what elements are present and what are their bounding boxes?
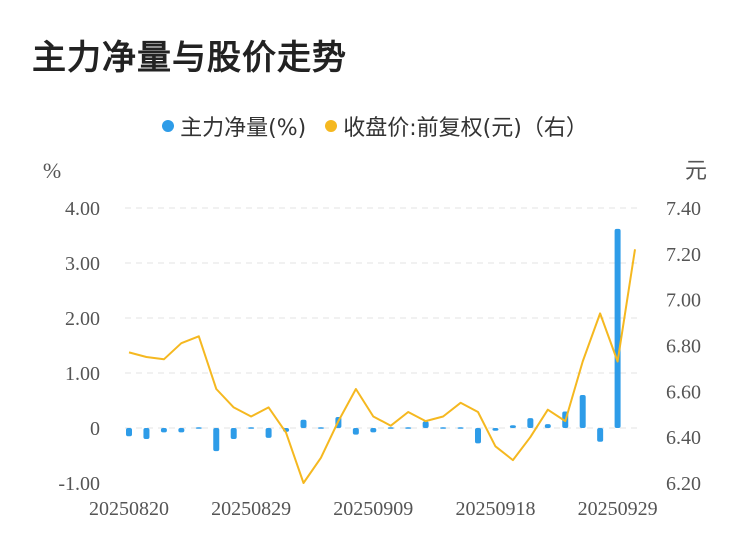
net-volume-bar (492, 428, 499, 431)
net-volume-bar (544, 424, 551, 428)
legend-dot-net-volume (162, 120, 175, 132)
left-tick-label: 4.00 (65, 198, 100, 220)
right-axis-unit: 元 (685, 158, 707, 183)
x-tick-label: 20250929 (578, 498, 658, 520)
close-price-line-group (128, 249, 636, 484)
right-tick-label: 6.20 (666, 473, 701, 495)
net-volume-bar (230, 428, 237, 439)
left-tick-label: 2.00 (65, 308, 100, 330)
net-volume-bar (387, 427, 394, 429)
net-volume-bar (248, 427, 255, 429)
net-volume-bar (300, 419, 307, 428)
net-volume-bar (352, 428, 359, 435)
net-volume-bar (126, 428, 132, 437)
net-volume-bar (422, 421, 429, 428)
net-volume-bar (160, 428, 167, 433)
legend-label-close-price: 收盘价:前复权(元)（右） (343, 116, 588, 141)
chart-title: 主力净量与股价走势 (32, 38, 347, 78)
net-volume-bars (126, 228, 621, 452)
net-volume-bar (597, 428, 604, 442)
right-tick-label: 7.00 (666, 290, 701, 312)
x-tick-label: 20250909 (333, 498, 413, 520)
net-volume-bar (614, 228, 621, 428)
legend-item-net-volume[interactable]: 主力净量(%) (162, 110, 306, 142)
net-volume-bar (509, 425, 516, 428)
net-volume-bar (527, 418, 534, 428)
left-axis: 4.00 3.00 2.00 1.00 0 -1.00 (58, 198, 100, 495)
left-tick-label: 3.00 (65, 253, 100, 275)
left-tick-label: 0 (90, 418, 100, 440)
left-axis-unit: % (43, 158, 61, 183)
close-price-line (128, 249, 636, 484)
net-volume-bar (457, 427, 464, 429)
left-tick-label: -1.00 (58, 473, 100, 495)
right-tick-label: 7.40 (666, 198, 701, 220)
x-tick-label: 20250918 (455, 498, 535, 520)
chart-legend: 主力净量(%) 收盘价:前复权(元)（右） (0, 110, 750, 142)
net-volume-bar (370, 428, 377, 433)
legend-item-close-price[interactable]: 收盘价:前复权(元)（右） (325, 110, 588, 142)
net-volume-bar (317, 427, 324, 429)
x-tick-label: 20250829 (211, 498, 291, 520)
net-volume-bar (213, 428, 220, 452)
net-volume-bar (405, 427, 412, 429)
legend-label-net-volume: 主力净量(%) (180, 116, 307, 141)
x-tick-label: 20250820 (89, 498, 169, 520)
right-tick-label: 6.60 (666, 381, 701, 403)
legend-dot-close-price (325, 120, 338, 132)
net-volume-bar (440, 427, 447, 429)
net-volume-bar (143, 428, 150, 439)
right-tick-label: 6.40 (666, 427, 701, 449)
grid-lines (125, 207, 640, 429)
net-volume-bar (475, 428, 481, 444)
net-volume-bar (178, 428, 185, 433)
net-volume-bar (265, 428, 272, 438)
right-tick-label: 7.20 (666, 244, 701, 266)
net-volume-bar (579, 395, 586, 428)
right-tick-label: 6.80 (666, 336, 701, 358)
net-volume-bar (195, 427, 202, 429)
x-axis: 20250820 20250829 20250909 20250918 20250929 (89, 498, 658, 520)
right-axis: 7.40 7.20 7.00 6.80 6.60 6.40 6.20 (666, 198, 701, 495)
left-tick-label: 1.00 (65, 363, 100, 385)
